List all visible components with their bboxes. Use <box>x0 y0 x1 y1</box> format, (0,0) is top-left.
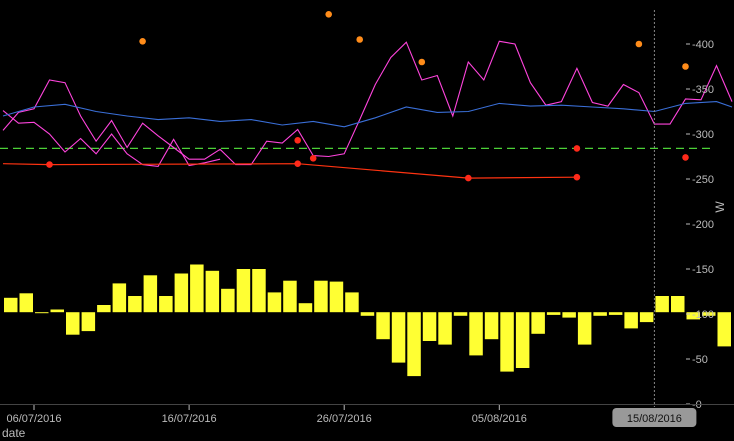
data-point <box>356 36 364 43</box>
bar <box>655 296 669 313</box>
bar <box>360 312 375 316</box>
data-point <box>682 63 689 70</box>
bar <box>329 281 344 313</box>
bar <box>81 312 96 332</box>
crosshair: 15/08/2016 <box>612 10 697 427</box>
data-point <box>573 173 581 181</box>
data-point <box>418 58 426 66</box>
series-line-blue <box>2 101 733 128</box>
bar <box>267 292 282 313</box>
crosshair-label: 15/08/2016 <box>627 413 682 425</box>
data-point <box>46 161 53 168</box>
bar <box>4 297 18 313</box>
y-tick-label: -400 <box>692 39 714 51</box>
bar <box>190 264 204 313</box>
bar <box>515 312 530 368</box>
y-tick-label: -300 <box>692 129 714 141</box>
bar <box>66 312 80 335</box>
bar <box>298 303 313 313</box>
y-tick-label: -250 <box>692 174 714 186</box>
bar <box>593 312 607 316</box>
bar <box>97 305 111 313</box>
bar <box>562 312 576 318</box>
series-line-pink <box>2 110 221 167</box>
y-tick-label: -50 <box>692 354 708 366</box>
bar <box>686 312 700 320</box>
data-point <box>465 174 472 182</box>
bar <box>500 312 514 372</box>
bar <box>453 312 468 316</box>
point-series <box>46 11 689 182</box>
x-tick-label: 16/07/2016 <box>162 413 217 425</box>
y-tick-label: -350 <box>692 84 714 96</box>
bar <box>205 270 220 313</box>
bar <box>143 275 158 313</box>
data-point <box>139 38 146 45</box>
bar <box>376 312 390 340</box>
bar <box>639 312 654 323</box>
x-axis: 06/07/2016 16/07/2016 26/07/2016 05/08/2016 <box>0 404 734 425</box>
y-tick-label: -200 <box>692 219 714 231</box>
bar <box>35 312 49 314</box>
y-axis-label: W <box>713 201 727 213</box>
data-point <box>635 40 643 48</box>
bar <box>717 312 731 347</box>
bar <box>314 280 328 313</box>
data-point <box>325 11 333 18</box>
bar <box>438 312 452 345</box>
data-point <box>309 155 317 162</box>
bar <box>407 312 421 377</box>
bar <box>236 269 251 313</box>
y-tick-label: -150 <box>692 264 714 276</box>
x-axis-label: date <box>2 426 26 440</box>
bar <box>671 296 685 313</box>
bar <box>422 312 437 341</box>
crosshair-label-box <box>612 408 697 427</box>
x-tick-label: 06/07/2016 <box>6 413 61 425</box>
bar <box>221 288 235 313</box>
bar <box>469 312 483 356</box>
bar <box>252 269 266 313</box>
bar <box>283 280 297 313</box>
bar <box>608 312 623 315</box>
series-line-pink <box>2 40 733 166</box>
data-point <box>294 160 302 167</box>
data-point <box>573 145 581 152</box>
data-point <box>294 137 302 144</box>
bar <box>391 312 406 363</box>
bar <box>112 283 127 313</box>
bar <box>624 312 638 329</box>
bar <box>345 292 359 313</box>
y-tick-label: -100 <box>692 309 714 321</box>
bar <box>19 293 33 313</box>
bar <box>484 312 499 340</box>
bar <box>702 312 716 316</box>
bar <box>531 312 545 334</box>
x-tick-label: 05/08/2016 <box>472 413 527 425</box>
bar-series <box>4 264 731 377</box>
bar <box>174 273 189 313</box>
bar <box>50 309 64 313</box>
bar <box>128 296 142 313</box>
bar <box>577 312 592 345</box>
x-tick-label: 26/07/2016 <box>317 413 372 425</box>
bar <box>546 312 561 315</box>
bar <box>159 296 173 313</box>
data-point <box>682 154 689 161</box>
